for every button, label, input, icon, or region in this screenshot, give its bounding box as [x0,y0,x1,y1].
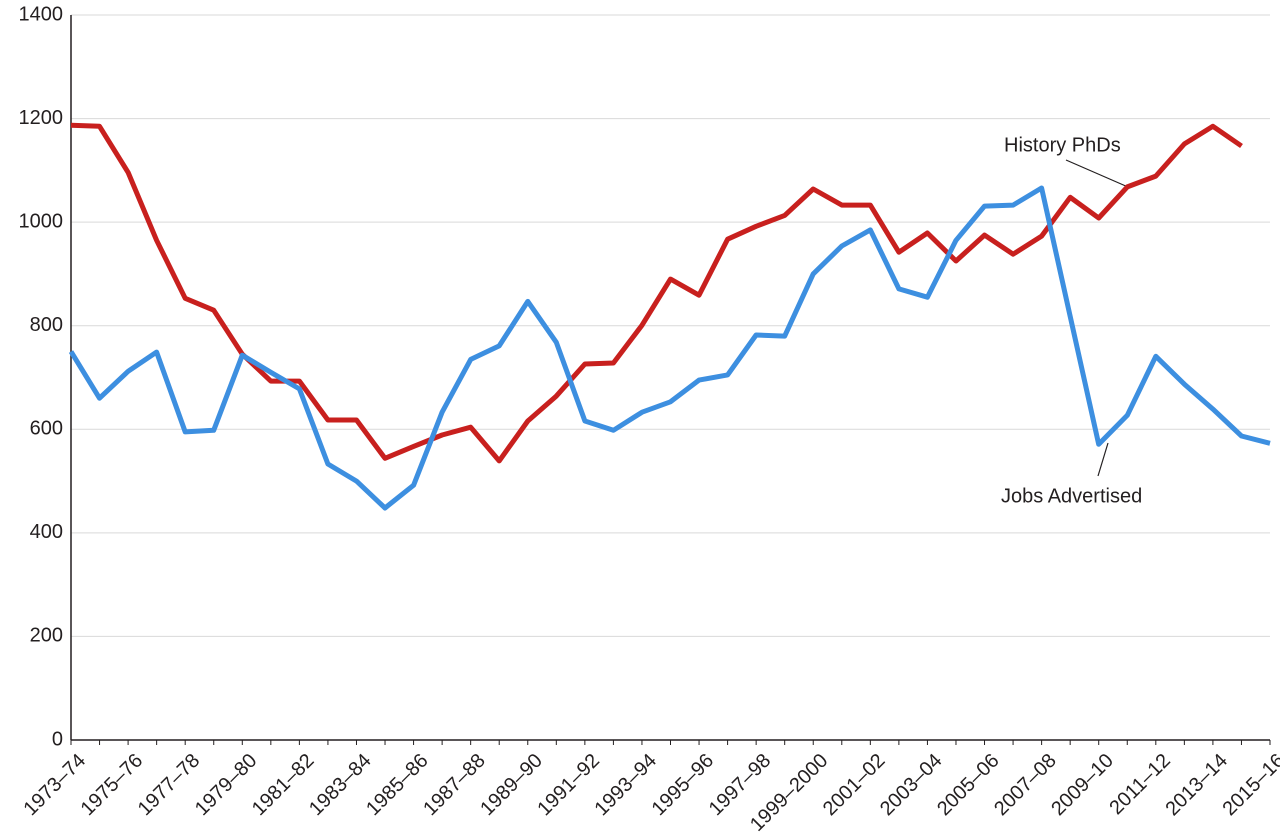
x-tick-label: 2003–04 [876,750,947,821]
y-tick-label: 1400 [19,3,64,25]
x-tick-label: 2005–06 [933,750,1004,821]
x-tick-label: 2001–02 [819,750,890,821]
x-tick-label: 1991–92 [533,750,604,821]
y-tick-label: 0 [52,728,63,750]
leader-line [1065,159,1129,188]
x-tick-label: 1981–82 [248,750,319,821]
y-tick-label: 800 [30,314,63,336]
leader-line [1097,442,1109,477]
x-tick-label: 2007–08 [990,750,1061,821]
y-tick-label: 600 [30,418,63,440]
x-tick-label: 1977–78 [134,750,205,821]
y-tick-label: 1000 [19,210,64,232]
x-tick-label: 1993–94 [590,750,661,821]
data-line [68,185,1271,511]
x-tick-label: 2015–16 [1219,750,1280,821]
x-tick-label: 1979–80 [191,750,262,821]
x-tick-label: 1973–74 [20,750,91,821]
x-tick-label: 1983–84 [305,750,376,821]
series-label: Jobs Advertised [1001,485,1142,507]
x-tick-label: 1995–96 [648,750,719,821]
x-tick-label: 2013–14 [1161,750,1232,821]
data-line [70,122,1243,464]
x-tick-label: 1975–76 [77,750,148,821]
x-tick-label: 2009–10 [1047,750,1118,821]
y-tick-label: 200 [30,625,63,647]
x-tick-label: 1985–86 [362,750,433,821]
y-tick-label: 400 [30,521,63,543]
x-tick-label: 1987–88 [419,750,490,821]
y-tick-label: 1200 [19,107,64,129]
x-tick-label: 1989–90 [476,750,547,821]
series-label: History PhDs [1004,134,1121,156]
